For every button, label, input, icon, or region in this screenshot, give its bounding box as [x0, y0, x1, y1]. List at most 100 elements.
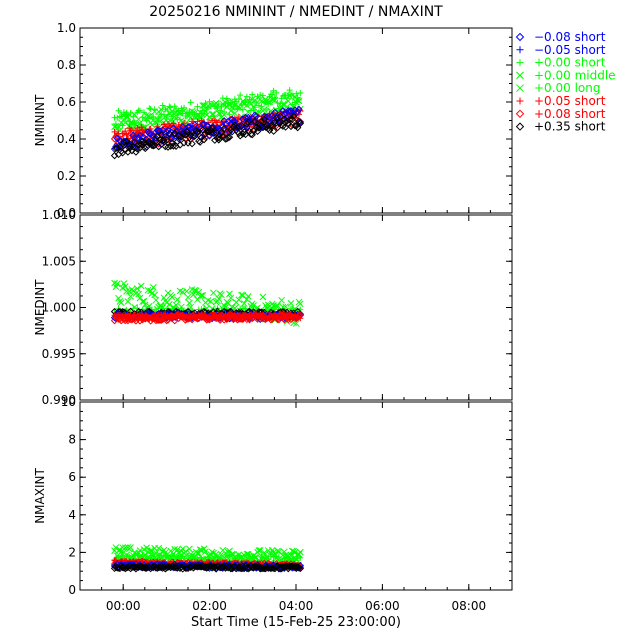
data-point [240, 128, 248, 136]
data-point [168, 134, 176, 143]
legend-marker [516, 84, 524, 93]
data-point [138, 133, 147, 141]
data-point [296, 548, 304, 556]
data-point [142, 143, 151, 151]
data-point [152, 296, 160, 304]
y-tick-label: 1.0 [57, 21, 76, 35]
legend-marker [516, 59, 524, 67]
data-point [148, 552, 155, 559]
data-point [225, 553, 232, 560]
data-point [217, 128, 226, 137]
data-point [216, 134, 224, 143]
data-point [147, 547, 154, 555]
data-point [293, 313, 302, 322]
data-point [150, 141, 159, 150]
data-point [260, 112, 268, 121]
data-point [283, 117, 291, 125]
data-point [148, 141, 156, 150]
legend-item: −0.08 short [515, 30, 606, 44]
data-point [136, 107, 143, 114]
data-point [156, 113, 163, 120]
data-point [250, 103, 257, 111]
data-point [289, 112, 298, 120]
data-point [269, 127, 278, 135]
data-point [202, 548, 209, 555]
data-point [194, 103, 201, 110]
data-point [168, 139, 176, 147]
data-point [187, 99, 194, 106]
data-point [271, 552, 278, 559]
data-point [263, 121, 271, 129]
data-point [193, 128, 202, 137]
data-point [182, 548, 189, 556]
data-point [296, 300, 304, 308]
data-point [264, 310, 272, 319]
data-point [238, 291, 245, 299]
data-point [145, 302, 153, 310]
y-tick-label: 1.005 [42, 254, 76, 268]
data-point [224, 98, 232, 105]
data-point [113, 280, 121, 288]
data-point [117, 299, 125, 307]
data-point [293, 107, 302, 116]
data-point [249, 118, 258, 126]
data-point [227, 311, 235, 319]
data-point [136, 547, 144, 554]
series--0-00-middle [111, 92, 304, 134]
data-point [176, 132, 184, 141]
data-point [223, 315, 231, 324]
data-point [124, 111, 131, 118]
data-point [271, 96, 279, 104]
data-point [185, 123, 194, 131]
y-tick-label: 0.4 [57, 132, 76, 146]
x-axis-label: Start Time (15-Feb-25 23:00:00) [191, 615, 401, 630]
data-point [125, 132, 133, 140]
data-point [279, 92, 286, 99]
data-point [267, 119, 275, 127]
legend-marker [515, 109, 525, 119]
data-point [220, 124, 228, 133]
data-point [184, 293, 192, 301]
data-point [275, 114, 283, 123]
legend-label: −0.08 short [534, 30, 606, 44]
data-point [295, 105, 303, 114]
data-point [181, 104, 188, 111]
data-point [264, 98, 272, 106]
data-point [149, 142, 158, 150]
data-point [210, 110, 217, 118]
data-point [127, 544, 134, 551]
data-point [110, 135, 119, 143]
legend-label: +0.00 long [534, 81, 601, 95]
data-point [183, 551, 191, 559]
data-point [121, 283, 129, 290]
data-point [160, 136, 168, 144]
data-point [248, 131, 256, 139]
legend-item: +0.00 long [516, 81, 601, 95]
data-point [227, 107, 235, 115]
data-point [172, 562, 180, 570]
data-point [287, 300, 295, 307]
data-point [128, 119, 136, 126]
data-point [115, 123, 122, 131]
y-axis-label: NMAXINT [33, 468, 47, 524]
data-point [212, 99, 220, 107]
data-point [224, 134, 232, 142]
data-point [128, 563, 136, 572]
data-point [130, 137, 139, 145]
data-point [122, 564, 131, 572]
y-axis-label: NMEDINT [33, 279, 47, 336]
data-point [146, 317, 155, 325]
data-point [251, 117, 259, 126]
data-point [229, 552, 236, 559]
data-point [156, 316, 164, 324]
data-point [124, 113, 132, 121]
data-point [149, 284, 157, 291]
data-point [245, 115, 254, 124]
data-point [204, 102, 212, 110]
data-point [185, 552, 192, 559]
data-point [130, 138, 139, 146]
data-point [134, 141, 143, 149]
data-point [191, 286, 199, 294]
data-point [285, 116, 294, 124]
